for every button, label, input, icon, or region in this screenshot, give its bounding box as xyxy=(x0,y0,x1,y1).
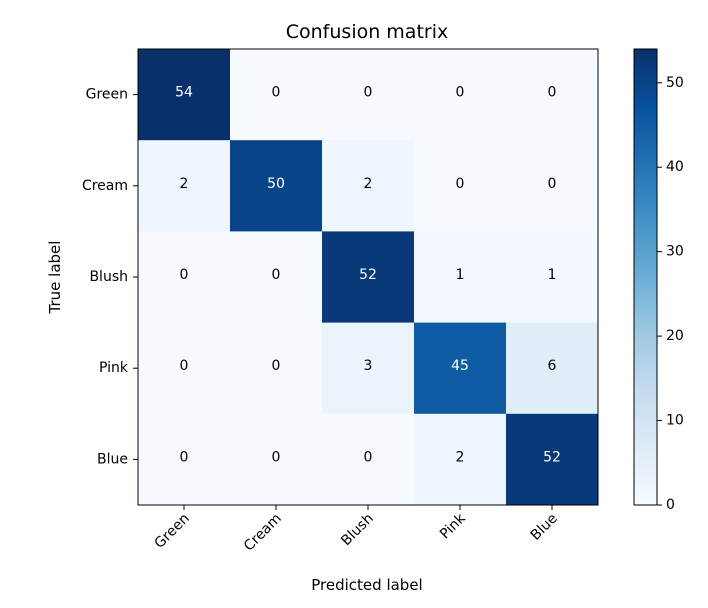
y-tick-label: Green xyxy=(86,87,128,103)
heatmap-cell xyxy=(322,231,415,324)
heatmap-cell xyxy=(138,413,231,506)
y-tick-label: Pink xyxy=(99,360,129,376)
y-axis-ticks: Green Cream Blush Pink Blue xyxy=(82,87,138,467)
heatmap-cell xyxy=(414,140,507,232)
cell-value-label: 0 xyxy=(180,267,189,283)
heatmap-cell xyxy=(138,49,231,141)
colorbar-ticks: 0 10 20 30 40 50 xyxy=(657,75,684,513)
x-tick-label: Blue xyxy=(528,511,561,544)
x-tick-label: Cream xyxy=(241,511,285,555)
x-axis-ticks: Green Cream Blush Pink Blue xyxy=(152,505,561,554)
cell-value-label: 52 xyxy=(543,449,561,465)
cell-value-label: 6 xyxy=(548,358,557,374)
cell-value-label: 52 xyxy=(359,267,377,283)
x-tick-label: Green xyxy=(152,511,193,552)
heatmap-cell xyxy=(506,413,599,506)
heatmap-cells xyxy=(138,49,599,506)
heatmap-cell xyxy=(414,413,507,506)
cell-value-label: 1 xyxy=(548,267,557,283)
cell-value-label: 0 xyxy=(548,176,557,192)
heatmap-cell xyxy=(322,140,415,232)
cell-value-label: 0 xyxy=(364,85,373,101)
cell-value-label: 0 xyxy=(456,85,465,101)
heatmap-cell xyxy=(230,413,323,506)
chart-title: Confusion matrix xyxy=(286,21,448,43)
heatmap-cell xyxy=(322,322,415,415)
cell-value-label: 50 xyxy=(267,176,285,192)
colorbar-tick-label: 20 xyxy=(666,328,684,344)
colorbar-tick-label: 0 xyxy=(666,497,675,513)
heatmap-cell xyxy=(322,49,415,141)
cell-value-label: 0 xyxy=(272,358,281,374)
heatmap-cell xyxy=(230,140,323,232)
y-tick-label: Cream xyxy=(82,178,128,194)
heatmap-cell xyxy=(506,231,599,324)
cell-value-label: 2 xyxy=(456,449,465,465)
x-tick-label: Blush xyxy=(338,511,377,550)
colorbar-tick-label: 40 xyxy=(666,159,684,175)
cell-value-label: 0 xyxy=(548,85,557,101)
colorbar-tick-label: 10 xyxy=(666,413,684,429)
cell-value-label: 0 xyxy=(272,449,281,465)
cell-value-label: 0 xyxy=(272,85,281,101)
x-axis-label: Predicted label xyxy=(311,576,422,594)
cell-value-label: 0 xyxy=(272,267,281,283)
y-axis-label: True label xyxy=(46,241,64,315)
heatmap-cell-labels: 54 0 0 0 0 2 50 2 0 0 0 0 52 1 1 0 0 3 45 6 0 0 0 2 52 xyxy=(175,85,561,466)
heatmap-cell xyxy=(506,140,599,232)
heatmap-cell xyxy=(506,322,599,415)
heatmap-cell xyxy=(414,231,507,324)
heatmap-cell xyxy=(506,49,599,141)
heatmap-cell xyxy=(322,413,415,506)
cell-value-label: 2 xyxy=(180,176,189,192)
y-tick-label: Blue xyxy=(97,451,128,467)
cell-value-label: 45 xyxy=(451,358,469,374)
colorbar-tick-label: 30 xyxy=(666,244,684,260)
heatmap-cell xyxy=(138,140,231,232)
heatmap-cell xyxy=(414,322,507,415)
x-tick-label: Pink xyxy=(437,510,469,542)
cell-value-label: 0 xyxy=(180,449,189,465)
heatmap-cell xyxy=(230,231,323,324)
colorbar xyxy=(633,48,658,506)
heatmap-cell xyxy=(230,322,323,415)
cell-value-label: 0 xyxy=(180,358,189,374)
cell-value-label: 1 xyxy=(456,267,465,283)
cell-value-label: 0 xyxy=(364,449,373,465)
y-tick-label: Blush xyxy=(89,269,128,285)
heatmap-cell xyxy=(138,231,231,324)
heatmap-cell xyxy=(414,49,507,141)
cell-value-label: 3 xyxy=(364,358,373,374)
colorbar-tick-label: 50 xyxy=(666,75,684,91)
cell-value-label: 54 xyxy=(175,85,193,101)
cell-value-label: 0 xyxy=(456,176,465,192)
heatmap-cell xyxy=(230,49,323,141)
cell-value-label: 2 xyxy=(364,176,373,192)
heatmap-cell xyxy=(138,322,231,415)
